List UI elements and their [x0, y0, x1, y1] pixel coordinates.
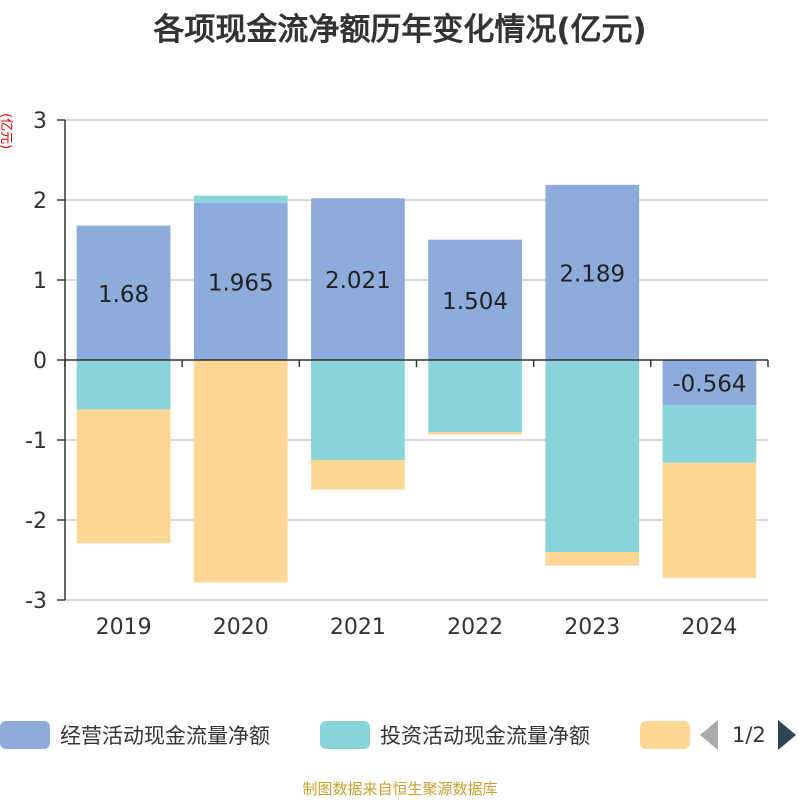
y-tick-label: -1 — [25, 429, 47, 454]
x-tick-label: 2021 — [330, 615, 386, 640]
legend-swatch-operating — [0, 721, 50, 749]
legend-swatch-financing — [640, 721, 690, 749]
bar-segment-series-2-2021[interactable] — [311, 460, 405, 490]
bar-segment-series-2-2024[interactable] — [662, 462, 757, 578]
bar-segment-series-2-2022[interactable] — [428, 432, 522, 435]
bar-segment-series-0-2024[interactable] — [662, 360, 757, 406]
legend-item-financing[interactable] — [640, 718, 700, 752]
data-label-2022: 1.504 — [442, 289, 508, 315]
data-label-2020: 1.965 — [208, 270, 274, 296]
bar-segment-series-0-2021[interactable] — [311, 198, 405, 360]
legend-item-operating[interactable]: 经营活动现金流量净额 — [0, 718, 270, 752]
y-tick-label: -3 — [25, 589, 47, 614]
legend-page-indicator: 1/2 — [732, 723, 766, 747]
bar-segment-series-2-2023[interactable] — [545, 552, 640, 566]
bar-segment-series-0-2022[interactable] — [428, 239, 522, 360]
bar-segment-series-0-2023[interactable] — [545, 184, 640, 360]
y-tick-label: 3 — [33, 109, 47, 134]
chart-title: 各项现金流净额历年变化情况(亿元) — [153, 12, 647, 48]
bar-segment-series-0-2020[interactable] — [193, 202, 288, 360]
bar-chart: 3 2 1 0 -1 -2 -3 2019 2020 2021 2022 2023 2024 1.68 1… — [25, 109, 769, 640]
data-source-note: 制图数据来自恒生聚源数据库 — [302, 780, 498, 798]
x-tick-label: 2022 — [447, 615, 503, 640]
bar-segment-series-2-2020[interactable] — [193, 360, 288, 583]
legend-swatch-investing — [320, 721, 370, 749]
data-label-2021: 2.021 — [325, 268, 391, 294]
legend-item-investing[interactable]: 投资活动现金流量净额 — [320, 718, 590, 752]
legend-next-page-icon[interactable] — [777, 720, 796, 750]
x-tick-label: 2020 — [213, 615, 269, 640]
x-tick-label: 2023 — [564, 615, 620, 640]
bar-segment-series-0-2019[interactable] — [76, 225, 171, 360]
y-tick-label: 1 — [33, 269, 47, 294]
data-label-2024: -0.564 — [672, 372, 746, 398]
data-label-2019: 1.68 — [98, 282, 149, 308]
x-tick-label: 2024 — [681, 615, 737, 640]
bar-segment-series-1-2023[interactable] — [545, 360, 640, 552]
y-tick-label: -2 — [25, 509, 47, 534]
data-label-2023: 2.189 — [559, 261, 625, 287]
legend-label-operating: 经营活动现金流量净额 — [60, 724, 270, 748]
x-tick-label: 2019 — [96, 615, 152, 640]
bar-segment-series-1-2024[interactable] — [662, 405, 757, 463]
legend-prev-page-icon[interactable] — [700, 720, 718, 750]
y-tick-label: 0 — [33, 349, 47, 374]
bar-segment-series-1-2019[interactable] — [76, 360, 171, 410]
bar-segment-series-2-2019[interactable] — [76, 409, 171, 544]
bar-segment-series-1-2022[interactable] — [428, 360, 522, 432]
bar-segment-series-1-2020[interactable] — [193, 195, 288, 203]
bar-segment-series-1-2021[interactable] — [311, 360, 405, 460]
legend: 经营活动现金流量净额 投资活动现金流量净额 1/2 — [0, 718, 800, 752]
y-tick-label: 2 — [33, 189, 47, 214]
legend-label-investing: 投资活动现金流量净额 — [380, 724, 590, 748]
legend-pager: 1/2 — [700, 718, 796, 752]
